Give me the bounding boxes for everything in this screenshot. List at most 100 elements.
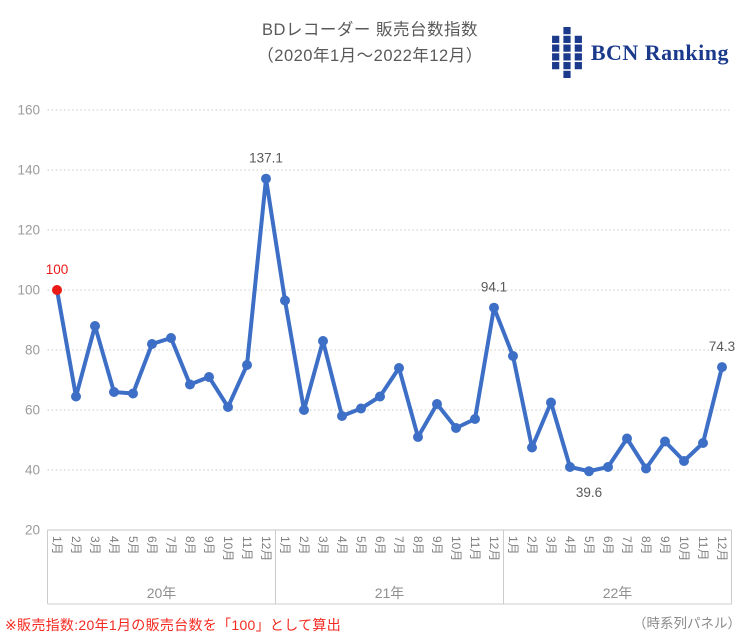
data-point <box>261 173 271 184</box>
panel-type-label: （時系列パネル） <box>633 616 741 631</box>
logo-square <box>574 53 582 61</box>
data-point <box>717 362 727 373</box>
y-axis-tick-label: 20 <box>25 523 40 538</box>
x-axis-month-label: 7月 <box>620 536 634 555</box>
data-point <box>660 436 670 447</box>
data-point <box>546 397 556 408</box>
year-label: 22年 <box>603 585 633 601</box>
data-point <box>147 339 157 349</box>
x-axis-month-label: 10月 <box>449 536 463 561</box>
data-point <box>679 456 689 466</box>
x-axis-month-label: 11月 <box>468 536 482 560</box>
x-axis-month-label: 2月 <box>297 536 311 555</box>
x-axis-month-label: 4月 <box>107 536 121 555</box>
y-axis-tick-label: 100 <box>17 283 40 298</box>
data-label: 94.1 <box>481 280 507 295</box>
data-point <box>356 403 366 414</box>
data-point <box>375 391 385 402</box>
data-point <box>508 351 518 361</box>
data-point <box>280 295 290 306</box>
chart-title: BDレコーダー 販売台数指数 （2020年1月～2022年12月） <box>0 17 740 69</box>
data-point <box>223 402 233 412</box>
bcn-ranking-logo: BCN Ranking <box>551 27 729 78</box>
x-axis-month-label: 10月 <box>677 536 691 561</box>
x-axis-month-label: 3月 <box>316 536 330 555</box>
logo-square <box>551 44 560 52</box>
logo-square <box>563 62 571 70</box>
x-axis-month-label: 11月 <box>696 536 710 560</box>
x-axis-month-label: 4月 <box>563 536 577 555</box>
x-axis-month-label: 9月 <box>658 536 672 555</box>
data-point <box>299 405 309 415</box>
data-point <box>185 379 195 390</box>
x-axis-month-label: 6月 <box>601 536 615 555</box>
x-axis-month-label: 2月 <box>525 536 539 555</box>
data-point <box>204 372 214 382</box>
data-label: 137.1 <box>249 151 283 166</box>
x-axis-month-label: 3月 <box>88 536 102 555</box>
data-line <box>55 176 724 474</box>
data-point <box>603 462 613 472</box>
y-axis-tick-label: 60 <box>25 403 40 418</box>
data-point <box>565 462 575 472</box>
x-axis-month-label: 5月 <box>354 536 368 555</box>
logo-square <box>551 53 560 61</box>
x-axis-month-label: 7月 <box>392 536 406 555</box>
x-axis-month-label: 4月 <box>335 536 349 555</box>
y-axis-tick-label: 160 <box>17 103 40 118</box>
x-axis-month-label: 9月 <box>202 536 216 555</box>
logo-square <box>563 27 571 35</box>
logo-square <box>563 70 571 78</box>
data-point <box>489 302 499 313</box>
data-point <box>413 432 423 442</box>
logo-square <box>563 35 571 43</box>
data-point <box>166 333 176 343</box>
data-point <box>90 321 100 331</box>
data-label: 39.6 <box>576 485 602 500</box>
data-point <box>394 363 404 373</box>
data-point <box>641 463 651 474</box>
logo-square <box>563 53 571 61</box>
x-axis-month-label: 6月 <box>145 536 159 555</box>
x-axis-month-label: 1月 <box>50 536 64 555</box>
logo-square <box>551 62 560 70</box>
data-point <box>128 388 138 399</box>
bcn-logo-text: BCN Ranking <box>590 39 729 65</box>
y-axis-tick-label: 40 <box>25 463 40 478</box>
logo-square <box>574 44 582 52</box>
data-point <box>109 387 119 397</box>
x-axis-month-label: 2月 <box>69 536 83 555</box>
x-axis-month-label: 1月 <box>278 536 292 555</box>
x-axis-month-label: 12月 <box>715 536 729 561</box>
x-axis-month-label: 10月 <box>221 536 235 561</box>
chart-title-line2: （2020年1月～2022年12月） <box>257 47 483 65</box>
data-point <box>584 466 594 477</box>
data-point <box>71 391 81 402</box>
year-label: 20年 <box>147 585 177 601</box>
chart-title-line1: BDレコーダー 販売台数指数 <box>261 21 478 39</box>
data-point <box>52 285 62 295</box>
x-axis-month-label: 1月 <box>506 536 520 555</box>
x-axis-month-label: 11月 <box>240 536 254 560</box>
x-axis-month-label: 5月 <box>582 536 596 555</box>
x-axis-month-label: 9月 <box>430 536 444 555</box>
x-axis-month-label: 5月 <box>126 536 140 555</box>
data-point <box>527 442 537 453</box>
x-axis-month-label: 8月 <box>411 536 425 555</box>
y-axis-tick-label: 140 <box>17 163 40 178</box>
x-axis-month-label: 8月 <box>639 536 653 555</box>
x-axis-month-label: 3月 <box>544 536 558 555</box>
x-axis-month-label: 6月 <box>373 536 387 555</box>
logo-square <box>563 44 571 52</box>
logo-square <box>574 62 582 70</box>
year-label: 21年 <box>375 585 405 601</box>
x-axis-month-label: 12月 <box>259 536 273 561</box>
data-point <box>242 360 252 370</box>
data-point <box>318 336 328 346</box>
logo-square <box>574 35 582 43</box>
data-point <box>698 438 708 448</box>
data-point <box>451 423 461 433</box>
logo-square <box>551 35 560 43</box>
data-point <box>432 399 442 409</box>
